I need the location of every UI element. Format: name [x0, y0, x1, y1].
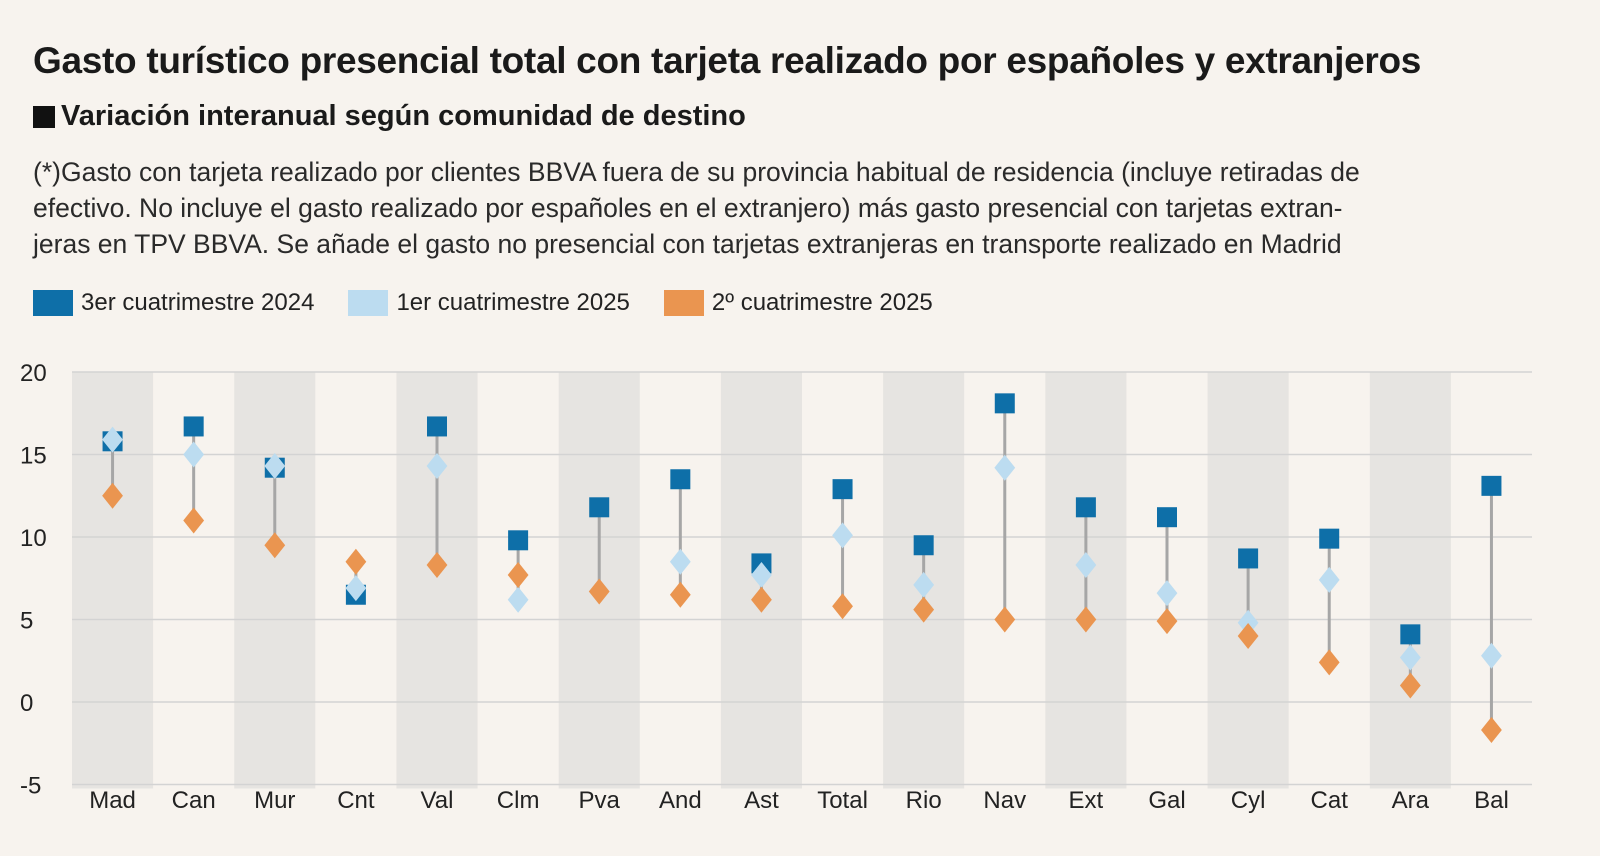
data-point-diamond	[1156, 580, 1178, 607]
legend-swatch	[33, 290, 73, 316]
data-point-diamond	[183, 507, 205, 534]
legend-item: 3er cuatrimestre 2024	[33, 289, 314, 317]
legend-item: 1er cuatrimestre 2025	[348, 289, 630, 317]
x-tick-label: Val	[421, 787, 454, 814]
data-point-diamond	[751, 586, 772, 613]
data-point-square	[1238, 548, 1259, 569]
data-point-diamond	[102, 426, 123, 453]
chart-subtitle-text: Variación interanual según comunidad de …	[61, 100, 746, 132]
chart-title: Gasto turístico presencial total con tar…	[33, 40, 1422, 81]
data-point-diamond	[1318, 566, 1340, 593]
note-line: efectivo. No incluye el gasto realizado …	[33, 193, 1343, 223]
data-point-square	[183, 416, 204, 437]
y-tick-label: -5	[20, 773, 41, 800]
data-point-diamond	[1237, 609, 1259, 636]
data-point-square	[913, 535, 934, 556]
x-tick-label: Ara	[1392, 787, 1430, 814]
legend-label: 2º cuatrimestre 2025	[711, 289, 933, 316]
data-point-diamond	[1481, 717, 1502, 744]
data-point-square	[670, 469, 691, 490]
data-point-square	[508, 530, 529, 551]
x-tick-label: Clm	[497, 787, 540, 814]
data-point-diamond	[832, 522, 853, 549]
data-point-diamond	[994, 454, 1016, 481]
legend-swatch	[348, 290, 389, 316]
data-point-diamond	[994, 606, 1016, 633]
legend-swatch	[663, 290, 704, 316]
y-tick-label: 10	[20, 525, 47, 552]
y-tick-label: 0	[20, 690, 33, 717]
x-tick-label: Cnt	[337, 787, 375, 814]
data-point-diamond	[1075, 606, 1097, 633]
data-point-diamond	[507, 561, 529, 588]
x-tick-label: Pva	[579, 787, 621, 814]
chart-note: (*)Gasto con tarjeta realizado por clien…	[33, 154, 1563, 262]
data-point-diamond	[264, 453, 286, 480]
data-point-square	[832, 479, 853, 500]
data-point-diamond	[345, 548, 367, 575]
x-tick-label: Mad	[89, 787, 136, 814]
chart-subtitle: Variación interanual según comunidad de …	[33, 100, 746, 133]
x-tick-label: Mur	[254, 787, 295, 814]
x-tick-label: Cat	[1311, 787, 1349, 814]
data-point-diamond	[426, 453, 448, 480]
note-line: jeras en TPV BBVA. Se añade el gasto no …	[33, 229, 1342, 259]
data-point-diamond	[1075, 552, 1097, 579]
note-line: (*)Gasto con tarjeta realizado por clien…	[33, 157, 1360, 187]
x-tick-label: Bal	[1474, 787, 1509, 814]
data-point-diamond	[751, 561, 772, 588]
x-tick-label: Nav	[983, 787, 1026, 814]
data-point-diamond	[264, 532, 286, 559]
data-point-square	[589, 497, 610, 518]
data-point-square	[1075, 497, 1096, 518]
x-tick-label: Ast	[744, 787, 779, 814]
data-point-diamond	[588, 578, 610, 605]
data-point-diamond	[426, 552, 448, 579]
x-tick-label: Gal	[1148, 787, 1185, 814]
data-point-square	[994, 393, 1015, 414]
y-tick-label: 5	[20, 608, 33, 635]
data-point-square	[1319, 528, 1340, 549]
x-tick-label: Can	[172, 787, 216, 814]
data-point-diamond	[1399, 644, 1421, 671]
data-point-diamond	[1156, 608, 1178, 635]
data-point-diamond	[913, 571, 935, 598]
data-point-diamond	[669, 581, 691, 608]
category-band	[1369, 372, 1451, 789]
data-point-diamond	[1481, 642, 1502, 669]
data-point-diamond	[832, 593, 853, 620]
data-point-square	[1481, 475, 1502, 496]
y-tick-label: 15	[20, 443, 47, 470]
data-point-diamond	[1237, 623, 1259, 649]
legend-item: 2º cuatrimestre 2025	[663, 289, 933, 317]
data-point-diamond	[669, 548, 691, 575]
data-point-diamond	[913, 596, 935, 623]
data-point-diamond	[1399, 672, 1421, 699]
data-point-square	[427, 416, 447, 437]
data-point-diamond	[1318, 649, 1340, 676]
category-band	[234, 372, 316, 789]
x-tick-label: Cyl	[1231, 787, 1266, 814]
data-point-diamond	[102, 482, 123, 509]
subtitle-square-icon	[33, 105, 55, 128]
legend: 3er cuatrimestre 2024 1er cuatrimestre 2…	[33, 289, 967, 317]
data-point-square	[1400, 624, 1421, 645]
data-point-square	[1157, 507, 1177, 528]
x-tick-label: Rio	[906, 787, 942, 814]
legend-label: 3er cuatrimestre 2024	[81, 289, 315, 316]
legend-label: 1er cuatrimestre 2025	[396, 289, 630, 316]
data-point-diamond	[345, 575, 367, 602]
x-tick-label: And	[659, 787, 702, 814]
data-point-diamond	[507, 586, 529, 613]
x-tick-label: Ext	[1069, 787, 1104, 814]
x-tick-label: Total	[817, 787, 868, 814]
y-tick-label: 20	[20, 360, 47, 387]
data-point-diamond	[183, 441, 205, 468]
